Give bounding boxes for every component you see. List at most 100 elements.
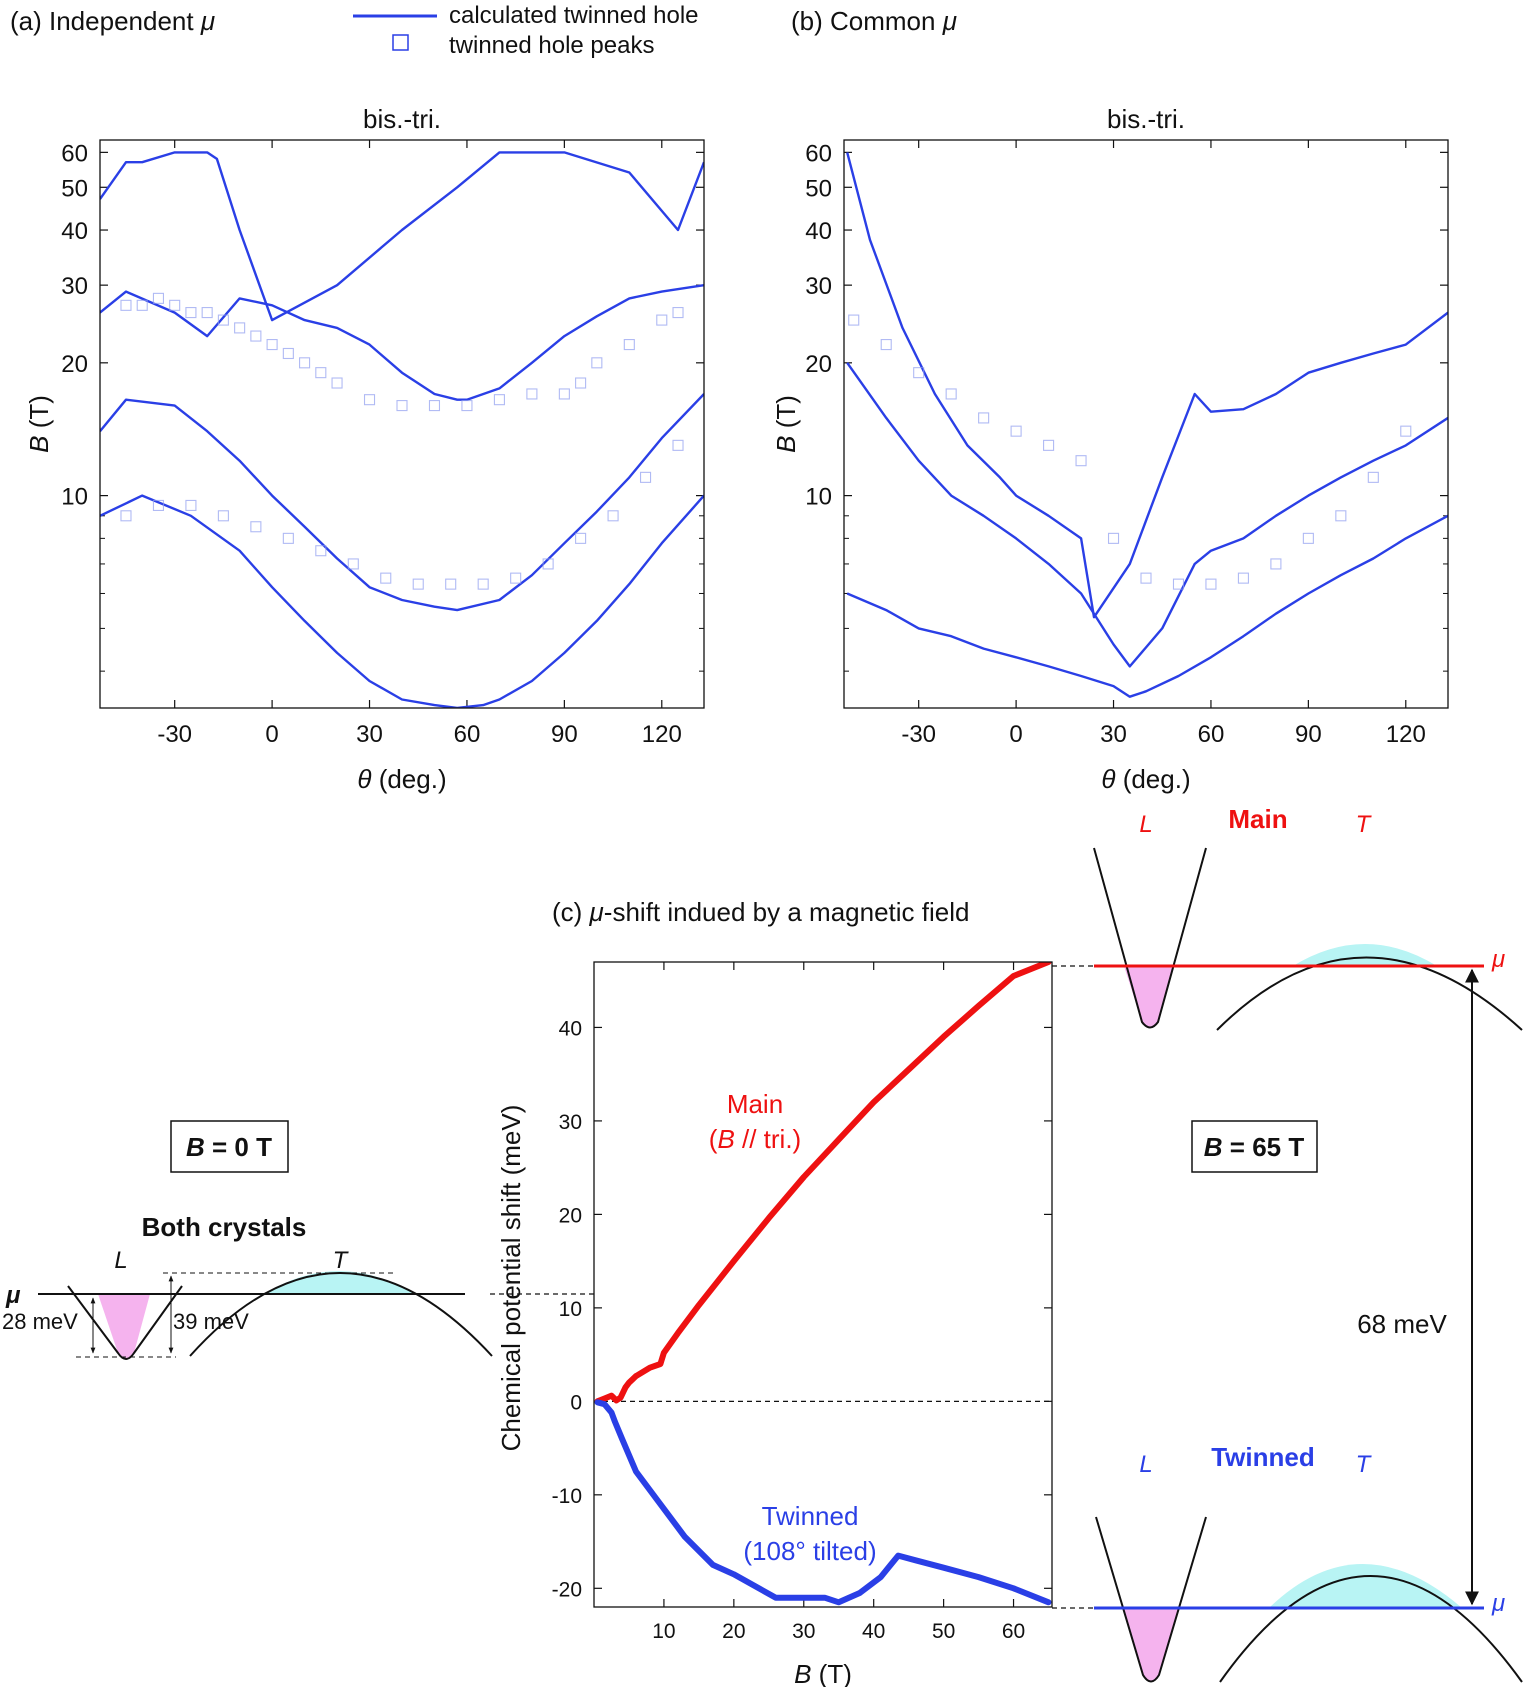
panel-a-peak-marker-4-25	[672, 307, 684, 319]
panel-a-peak-marker-5-6	[315, 545, 327, 557]
panel-b-ytick-label-4: 50	[805, 175, 832, 202]
right-main-T-fill	[1293, 944, 1437, 966]
panel-a-xtick-label-4: 90	[551, 721, 578, 748]
left-L-band	[67, 1285, 183, 1360]
panel-a-peak-marker-4-5	[201, 307, 213, 319]
panel-a-peak-marker-4-17	[461, 400, 473, 412]
right-twinned-title: Twinned	[1211, 1442, 1315, 1472]
right-main-title: Main	[1228, 804, 1287, 834]
right-twinned-L: L	[1139, 1451, 1152, 1478]
panel-b-xtick-label-1: 0	[1009, 721, 1022, 748]
panel-b-ytick-label-1: 20	[805, 351, 832, 378]
panel-a-peak-marker-5-13	[542, 558, 554, 570]
panel-a-peak-marker-4-22	[591, 357, 603, 369]
panel-c-ytick-label-5: 30	[559, 1111, 582, 1134]
panel-a-peak-marker-5-5	[282, 532, 294, 544]
panel-a-title: bis.-tri.	[363, 104, 441, 134]
schematic-b0: B = 0 T Both crystals L T μ 28 meV 39 me…	[2, 1120, 493, 1360]
panel-c-xtick-label-5: 60	[1002, 1620, 1025, 1643]
panel-b-peak-marker-3-3	[945, 388, 957, 400]
right-main-L: L	[1139, 811, 1152, 838]
panel-a-peak-marker-4-14	[363, 394, 376, 406]
panel-a-ytick-label-4: 50	[61, 175, 88, 202]
schematic-b65: Main L T μ B = 65 T 68 meV Twinned L T μ	[1093, 804, 1523, 1683]
panel-a-xlabel: θ (deg.)	[357, 764, 446, 794]
right-68-label: 68 meV	[1357, 1309, 1447, 1339]
panel-a-peak-marker-4-16	[428, 400, 441, 412]
panel-a-peak-marker-5-7	[347, 558, 359, 570]
panel-a-peak-marker-5-17	[672, 439, 684, 451]
panel-a-ytick-label-0: 10	[61, 484, 88, 511]
panel-b-peak-marker-3-17	[1400, 425, 1412, 437]
right-twinned-L-fill	[1124, 1608, 1178, 1682]
right-main-T-band	[1216, 956, 1523, 1031]
panel-a-series-line-1	[100, 284, 704, 401]
panel-a-xtick-label-0: -30	[157, 721, 192, 748]
panel-c-ylabel: Chemical potential shift (meV)	[496, 1105, 526, 1452]
panel-c-xlabel: B (T)	[794, 1659, 852, 1687]
panel-c-title: (c) μ-shift indued by a magnetic field	[552, 897, 969, 927]
panel-a: bis.-tri. -30 0 30 60 90 120 10 20 30 40 50 60 θ (d…	[24, 104, 705, 794]
panel-a-xtick-label-1: 0	[265, 721, 278, 748]
panel-a-peak-marker-4-7	[234, 322, 246, 334]
panel-b-ytick-label-5: 60	[805, 140, 832, 167]
panel-b-xtick-label-0: -30	[901, 721, 936, 748]
panel-c-ytick-label-3: 10	[559, 1298, 582, 1321]
panel-b-peak-marker-3-7	[1075, 455, 1087, 467]
panel-a-ytick-label-1: 20	[61, 351, 88, 378]
panel-a-peak-marker-4-10	[282, 347, 294, 360]
panel-a-peak-marker-4-9	[266, 339, 278, 351]
panel-a-peak-marker-5-15	[607, 510, 619, 522]
panel-a-peak-marker-4-23	[623, 339, 635, 351]
panel-a-peak-marker-4-0	[120, 299, 132, 311]
panel-b-ytick-label-2: 30	[805, 273, 832, 300]
panel-a-peak-marker-4-3	[169, 299, 181, 311]
panel-a-peak-marker-4-6	[217, 314, 229, 326]
panel-b: bis.-tri. -30 0 30 60 90 120 10 20 30 40 50 60 θ (d…	[771, 104, 1449, 794]
panel-a-peak-marker-4-19	[526, 388, 538, 400]
panel-a-series-line-2	[100, 393, 704, 612]
panel-c-ytick-label-6: 40	[559, 1017, 582, 1040]
panel-c-xtick-label-2: 30	[792, 1620, 815, 1643]
b0-box-label: B = 0 T	[186, 1132, 272, 1162]
panel-b-series-line-2	[846, 514, 1448, 698]
legend-marker-swatch	[392, 34, 409, 51]
panel-a-peak-marker-4-8	[250, 330, 262, 342]
panel-b-series-line-1	[846, 362, 1448, 668]
panel-a-ytick-label-5: 60	[61, 140, 88, 167]
panel-a-series-line-0	[100, 151, 704, 322]
panel-c-frame	[593, 961, 1053, 1608]
panel-b-peak-marker-3-10	[1172, 578, 1185, 590]
panel-a-frame	[99, 139, 705, 709]
panel-a-peak-marker-5-2	[185, 499, 197, 511]
panel-b-ticks	[844, 140, 1448, 708]
panel-a-peak-marker-4-18	[493, 394, 505, 406]
panel-a-ytick-label-3: 40	[61, 218, 88, 245]
panel-b-xtick-label-2: 30	[1100, 721, 1127, 748]
panel-a-peak-marker-5-1	[152, 499, 165, 511]
panel-b-peak-marker-3-8	[1107, 532, 1120, 544]
panel-b-peak-marker-3-2	[913, 367, 925, 379]
right-twinned-T-fill	[1269, 1564, 1462, 1608]
right-twinned-T: T	[1356, 1451, 1373, 1478]
twinned-mu-shift-curve	[594, 1399, 1052, 1606]
left-39-label: 39 meV	[173, 1309, 249, 1334]
panel-c-ytick-label-4: 20	[559, 1204, 582, 1227]
panel-a-peak-marker-5-4	[250, 521, 262, 533]
panel-a-peak-marker-4-12	[315, 367, 327, 379]
panel-b-peak-marker-3-12	[1237, 572, 1249, 584]
main-curve-label: Main	[727, 1089, 783, 1119]
right-main-T: T	[1356, 811, 1373, 838]
panel-a-peak-marker-4-4	[185, 307, 197, 319]
panel-b-peak-marker-3-6	[1043, 439, 1055, 451]
left-28-label: 28 meV	[2, 1309, 78, 1334]
panel-b-peak-marker-3-1	[880, 339, 892, 351]
panel-a-peak-marker-4-13	[331, 377, 343, 389]
left-mu-label: μ	[5, 1282, 21, 1309]
left-L-fill	[98, 1294, 150, 1359]
panel-a-peak-marker-5-3	[217, 510, 229, 522]
panel-a-peak-marker-4-11	[299, 357, 311, 369]
right-twinned-L-band	[1095, 1516, 1207, 1683]
panel-b-xtick-label-4: 90	[1295, 721, 1322, 748]
left-L-label: L	[114, 1247, 127, 1274]
